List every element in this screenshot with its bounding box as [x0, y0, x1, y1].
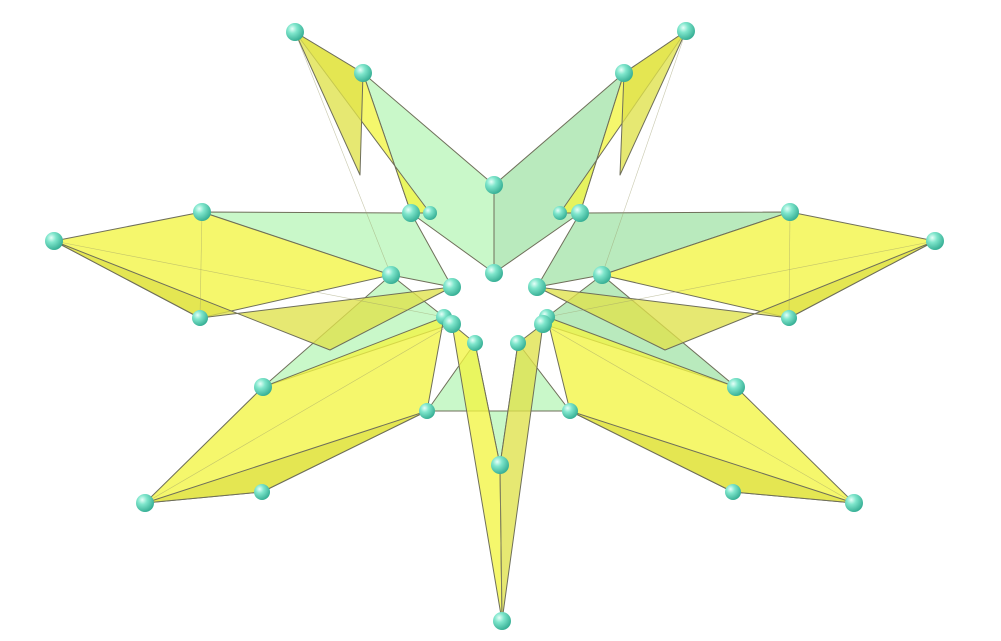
vertex-sphere — [528, 278, 546, 296]
vertex-sphere — [193, 203, 211, 221]
vertex-sphere — [136, 494, 154, 512]
vertex-sphere — [725, 484, 741, 500]
vertex-sphere — [781, 203, 799, 221]
vertex-sphere — [254, 484, 270, 500]
inner-face-bottom — [426, 342, 571, 466]
spike-top-right-face-b — [619, 30, 687, 176]
vertex-sphere — [615, 64, 633, 82]
vertex-sphere — [467, 335, 483, 351]
hidden-edge-top-left — [294, 31, 392, 276]
vertex-sphere — [443, 315, 461, 333]
vertex-sphere — [727, 378, 745, 396]
vertex-sphere — [485, 264, 503, 282]
vertex-sphere — [254, 378, 272, 396]
vertex-sphere — [926, 232, 944, 250]
vertex-sphere — [419, 403, 435, 419]
vertex-sphere — [443, 278, 461, 296]
spike-bottom-right-face-b — [569, 410, 855, 504]
hidden-edge-top-right — [601, 30, 687, 276]
vertex-sphere — [491, 456, 509, 474]
vertex-sphere — [485, 176, 503, 194]
hidden-edge-bottom-right — [542, 323, 855, 504]
vertex-sphere — [781, 310, 797, 326]
hidden-edges — [53, 30, 936, 622]
spike-bottom-left-face-b — [144, 410, 428, 504]
vertex-sphere — [354, 64, 372, 82]
vertex-sphere — [510, 335, 526, 351]
vertex-sphere — [402, 204, 420, 222]
vertex-sphere — [593, 266, 611, 284]
vertex-sphere — [677, 22, 695, 40]
vertex-sphere — [286, 23, 304, 41]
vertex-sphere — [382, 266, 400, 284]
spike-bottom-face-b — [499, 323, 544, 622]
hidden-edge-left-inner — [199, 211, 203, 319]
spike-bottom-face-a — [451, 323, 503, 622]
vertex-sphere — [562, 403, 578, 419]
hidden-edge-bottom — [499, 464, 503, 622]
vertex-sphere — [45, 232, 63, 250]
vertex-sphere — [534, 315, 552, 333]
vertex-spheres — [45, 22, 944, 630]
hidden-edge-bottom-left — [144, 323, 453, 504]
hidden-edge-right-inner — [788, 211, 791, 319]
vertex-sphere — [192, 310, 208, 326]
vertex-sphere — [571, 204, 589, 222]
spike-top-left-face-b — [294, 31, 364, 176]
vertex-sphere — [553, 206, 567, 220]
hidden-edge-left — [53, 240, 445, 318]
polyhedron-faces — [53, 30, 936, 622]
hidden-edge-right — [546, 240, 936, 318]
vertex-sphere — [845, 494, 863, 512]
vertex-sphere — [423, 206, 437, 220]
vertex-sphere — [493, 612, 511, 630]
